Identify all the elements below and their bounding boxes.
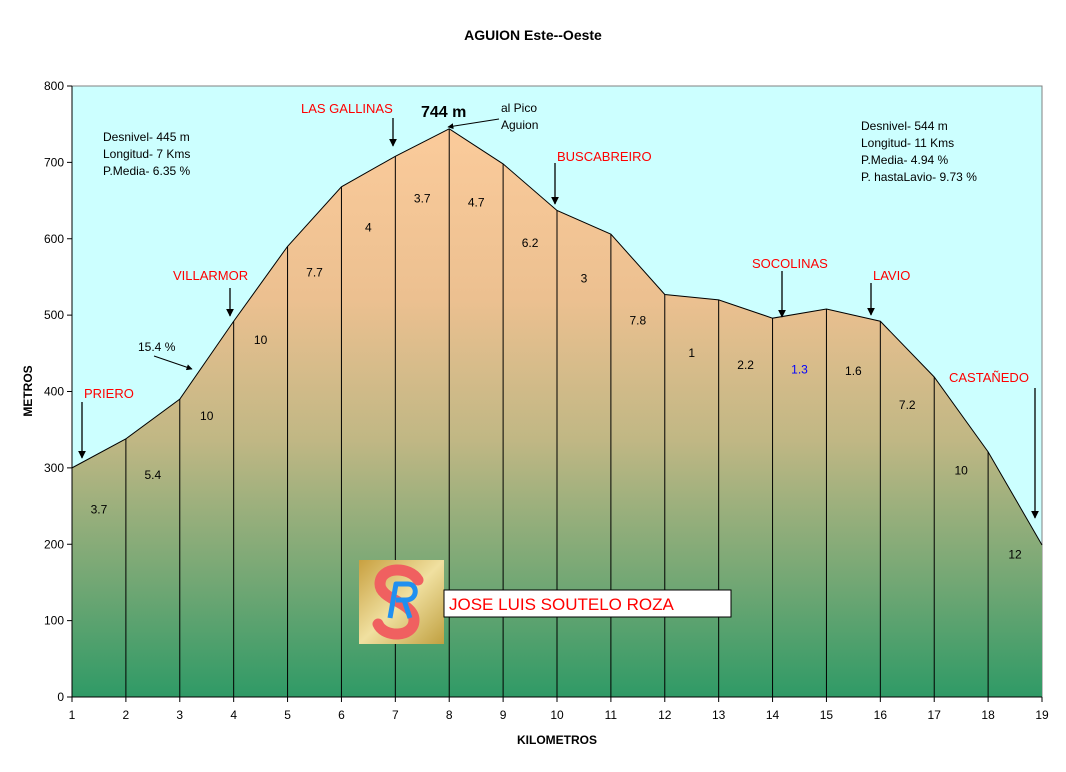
x-tick-label: 4 [230, 708, 237, 722]
logo-r-letter [387, 581, 418, 619]
right-stat: Desnivel- 544 m [861, 119, 948, 133]
author-logo [359, 560, 444, 644]
x-tick-label: 19 [1035, 708, 1049, 722]
segment-grade-label: 10 [954, 463, 968, 477]
x-tick-label: 5 [284, 708, 291, 722]
segment-grade-label: 10 [254, 333, 268, 347]
author-box [443, 589, 732, 618]
place-label: SOCOLINAS [752, 256, 828, 271]
segment-grade-label: 3 [581, 271, 588, 285]
x-tick-label: 9 [500, 708, 507, 722]
x-tick-label: 11 [605, 708, 618, 722]
segment-grade-label: 4 [365, 221, 372, 235]
segment-grade-label: 1.6 [845, 364, 862, 378]
x-tick-label: 8 [446, 708, 453, 722]
y-axis-label: METROS [21, 365, 35, 416]
y-tick-label: 700 [44, 155, 64, 169]
right-stat: P. hastaLavio- 9.73 % [861, 170, 977, 184]
right-stat: P.Media- 4.94 % [861, 153, 948, 167]
author-name: JOSE LUIS SOUTELO ROZA [449, 595, 674, 614]
left-stat: Longitud- 7 Kms [103, 147, 190, 161]
x-tick-label: 6 [338, 708, 345, 722]
segment-grade-label: 3.7 [91, 502, 108, 516]
x-tick-label: 3 [176, 708, 183, 722]
segment-grade-label: 2.2 [737, 358, 754, 372]
segment-grade-label: 1 [688, 346, 695, 360]
y-tick-label: 800 [44, 79, 64, 93]
segment-grade-label: 1.3 [791, 363, 808, 377]
left-stat: P.Media- 6.35 % [103, 164, 190, 178]
x-tick-label: 14 [766, 708, 780, 722]
place-label: LAS GALLINAS [301, 101, 393, 116]
x-tick-label: 10 [550, 708, 564, 722]
place-label: CASTAÑEDO [949, 370, 1029, 385]
peak-note: al Pico [501, 101, 537, 115]
grade-note: 15.4 % [138, 340, 176, 354]
segment-grade-label: 7.2 [899, 398, 916, 412]
segment-grade-label: 12 [1008, 547, 1022, 561]
peak-label: 744 m [421, 104, 466, 121]
arrow-icon [153, 355, 193, 371]
y-tick-label: 500 [44, 308, 64, 322]
x-tick-label: 15 [820, 708, 834, 722]
segment-grade-label: 7.7 [306, 266, 323, 280]
y-tick-label: 200 [44, 537, 64, 551]
x-tick-label: 2 [123, 708, 130, 722]
arrow-icon [447, 118, 500, 130]
place-label: BUSCABREIRO [557, 149, 652, 164]
peak-note: Aguion [501, 118, 538, 132]
segment-grade-label: 3.7 [414, 192, 431, 206]
segment-grade-label: 7.8 [629, 313, 646, 327]
chart-title: AGUION Este--Oeste [464, 27, 602, 43]
x-tick-label: 18 [981, 708, 995, 722]
x-tick-label: 16 [874, 708, 888, 722]
x-tick-label: 13 [712, 708, 726, 722]
y-tick-label: 300 [44, 461, 64, 475]
right-stat: Longitud- 11 Kms [861, 136, 954, 150]
y-tick-label: 600 [44, 232, 64, 246]
y-tick-label: 400 [44, 385, 64, 399]
segment-grade-label: 5.4 [144, 468, 161, 482]
segment-grade-label: 6.2 [522, 236, 539, 250]
place-label: VILLARMOR [173, 268, 248, 283]
x-tick-label: 7 [392, 708, 399, 722]
segment-grade-label: 4.7 [468, 195, 485, 209]
x-axis-label: KILOMETROS [517, 733, 597, 747]
x-tick-label: 12 [658, 708, 672, 722]
place-label: LAVIO [873, 268, 910, 283]
x-tick-label: 1 [69, 708, 76, 722]
segment-grade-label: 10 [200, 409, 214, 423]
x-tick-label: 17 [928, 708, 942, 722]
y-tick-label: 0 [57, 690, 64, 704]
place-label: PRIERO [84, 386, 134, 401]
left-stat: Desnivel- 445 m [103, 130, 190, 144]
y-tick-label: 100 [44, 614, 64, 628]
